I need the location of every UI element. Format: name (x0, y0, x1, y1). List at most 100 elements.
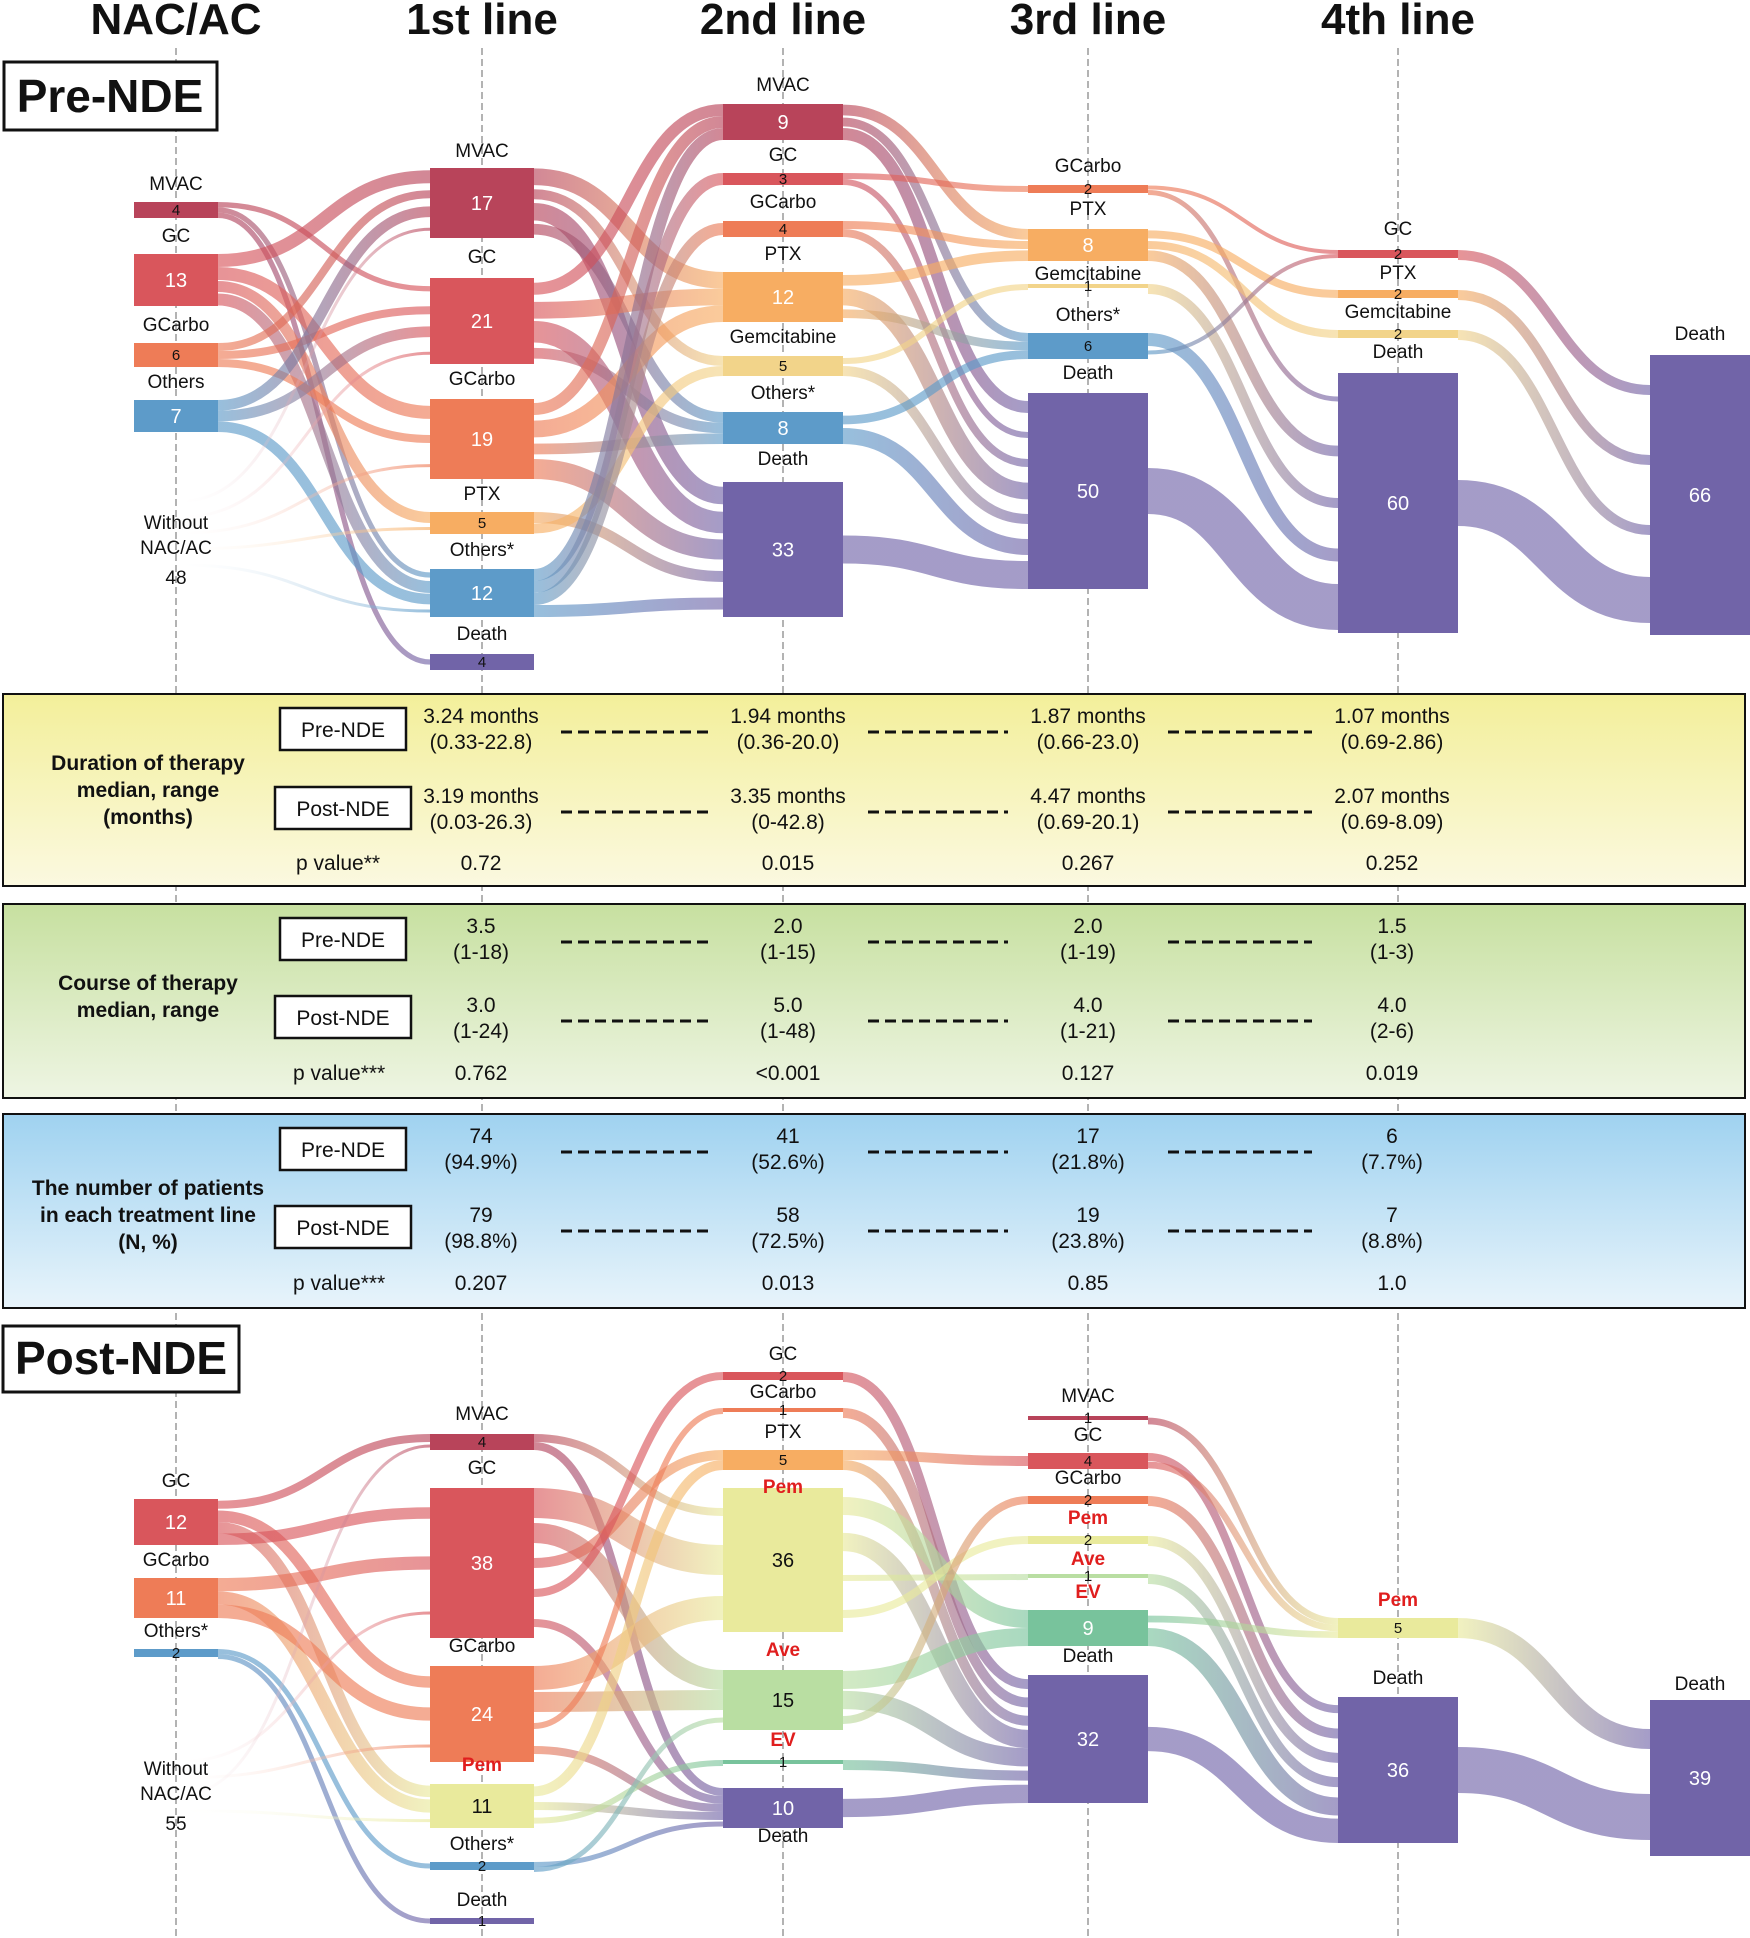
node-count: 5 (478, 515, 486, 532)
node-count: 15 (772, 1690, 794, 1712)
node-label: Others* (1056, 305, 1121, 326)
column-header-nac: NAC/AC (90, 0, 261, 44)
node-label: MVAC (455, 1404, 508, 1425)
course-panel (2, 903, 1746, 1099)
node-count: 55 (165, 1814, 186, 1835)
flow-death-to-death (842, 1784, 1029, 1818)
p-value: 1.0 (1377, 1272, 1406, 1295)
node-bar-gc (134, 254, 218, 306)
node-count: 9 (777, 112, 788, 134)
node-ptx-col4: PTX 2 (1338, 263, 1458, 303)
flow-others-to-death (533, 1821, 724, 1867)
flow-gc-to-ptx (533, 288, 724, 319)
node-label: Others* (751, 383, 816, 404)
node-bar-gemcitabine (723, 356, 843, 376)
flow-pem-to-death (1457, 1618, 1651, 1749)
node-label: PTX (765, 1422, 802, 1443)
node-mvac-col0: MVAC 4 (134, 174, 218, 219)
pre-value: (94.9%) (444, 1151, 518, 1174)
node-count: 8 (777, 418, 788, 440)
pre-value: 1.94 months (730, 705, 846, 728)
post-value: 5.0 (773, 994, 802, 1017)
node-count: 1 (478, 1913, 486, 1930)
flow-ave-to-gcarbo (842, 1496, 1029, 1724)
patients-table: The number of patients in each treatment… (2, 1113, 1746, 1309)
flow-without-nac-ac-to-gcarbo (181, 1744, 431, 1780)
flow-gc-to-gcarbo (217, 1510, 431, 1688)
flow-others-to-mvac (217, 206, 431, 411)
node-label: PTX (464, 484, 501, 505)
node-label: GCarbo (750, 192, 817, 213)
flow-ptx-to-gc (842, 1450, 1029, 1466)
flow-others-to-death (533, 597, 724, 617)
node-bar-death (430, 1918, 534, 1924)
node-label: GC (769, 145, 798, 166)
flow-gcarbo-to-gcarbo (533, 1408, 724, 1729)
flow-ave-to-death (842, 1690, 1029, 1767)
duration-table: Duration of therapy median, range (month… (2, 693, 1746, 887)
node-gcarbo-col1: GCarbo 24 (430, 1636, 534, 1762)
pre-value: 3.5 (466, 915, 495, 938)
node-gc-col2: GC 2 (723, 1344, 843, 1385)
node-bar-ave (1028, 1574, 1148, 1578)
node-ave-col2: Ave 15 (723, 1640, 843, 1730)
node-count: 5 (1394, 1620, 1402, 1637)
node-count: 12 (165, 1512, 187, 1534)
flow-ptx-to-others (842, 309, 1029, 351)
node-count: 11 (166, 1588, 187, 1610)
node-gc-col4: GC 2 (1338, 219, 1458, 263)
node-label: PTX (1070, 199, 1107, 220)
node-gemcitabine-col4: Gemcitabine 2 (1338, 302, 1458, 343)
course-table: Course of therapy median, range Pre-NDE … (2, 903, 1746, 1099)
node-bar-gcarbo (723, 1408, 843, 1412)
node-label: Death (1373, 342, 1424, 363)
node-ptx-col1: PTX 5 (430, 484, 534, 534)
flow-pem-to-death (533, 1802, 724, 1820)
node-label: Ave (1071, 1549, 1105, 1570)
node-bar-ev (723, 1760, 843, 1764)
node-gcarbo-col0: GCarbo 6 (134, 315, 218, 367)
p-value: 0.127 (1062, 1062, 1115, 1085)
node-label: MVAC (149, 174, 202, 195)
node-label: GCarbo (1055, 156, 1122, 177)
flow-gcarbo-to-death (1147, 190, 1339, 402)
post-value: (72.5%) (751, 1230, 825, 1253)
node-bar-gemcitabine (1028, 284, 1148, 288)
node-bar-mvac (1028, 1416, 1148, 1420)
node-label: Pem (763, 1477, 803, 1498)
duration-post-label-box (273, 785, 413, 831)
node-bar-ptx (723, 1450, 843, 1470)
node-count: 50 (1077, 481, 1099, 503)
pre-value: (1-3) (1370, 941, 1414, 964)
flow-gcarbo-to-pem (217, 1591, 431, 1813)
node-bar-death (1028, 393, 1148, 589)
post-value: (0.69-8.09) (1341, 811, 1444, 834)
flow-ev-to-pem (1147, 1615, 1339, 1639)
node-count: 48 (165, 568, 186, 589)
node-bar-death (430, 654, 534, 670)
node-count: 13 (165, 270, 187, 292)
flow-gemcitabine-to-gemcitabine (842, 284, 1029, 364)
pre-value: 3.24 months (423, 705, 539, 728)
flow-ptx-to-gemcitabine (1147, 241, 1339, 338)
node-gc-col3: GC 4 (1028, 1425, 1148, 1470)
node-label: PTX (1380, 263, 1417, 284)
pre-nde-title: Pre-NDE (17, 70, 204, 122)
node-bar-death (723, 482, 843, 617)
node-count: 1 (1084, 1568, 1092, 1585)
node-bar-pem (723, 1488, 843, 1632)
flow-ptx-to-gemcitabine (533, 366, 724, 534)
flow-gcarbo-to-death (533, 1746, 724, 1812)
post-value: 19 (1076, 1204, 1099, 1227)
node-ptx-col3: PTX 8 (1028, 199, 1148, 261)
p-value: 0.72 (461, 852, 502, 875)
node-count: 36 (772, 1550, 794, 1572)
post-value: (1-21) (1060, 1020, 1116, 1043)
flow-others-to-others (217, 421, 431, 605)
flow-others-to-gc (217, 326, 431, 422)
flow-pem-to-pem (842, 1536, 1029, 1618)
node-label: MVAC (1061, 1386, 1114, 1407)
pre-value: (1-19) (1060, 941, 1116, 964)
post-value: 3.35 months (730, 785, 846, 808)
node-label: Death (1063, 1646, 1114, 1667)
